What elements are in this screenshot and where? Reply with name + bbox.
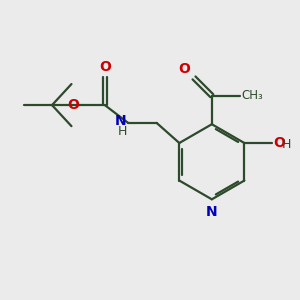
Text: H: H xyxy=(117,124,127,137)
Text: O: O xyxy=(273,136,285,150)
Text: O: O xyxy=(99,60,111,74)
Text: O: O xyxy=(67,98,79,112)
Text: N: N xyxy=(206,205,218,219)
Text: H: H xyxy=(282,138,292,151)
Text: O: O xyxy=(178,62,190,76)
Text: CH₃: CH₃ xyxy=(242,89,264,102)
Text: N: N xyxy=(115,115,127,128)
